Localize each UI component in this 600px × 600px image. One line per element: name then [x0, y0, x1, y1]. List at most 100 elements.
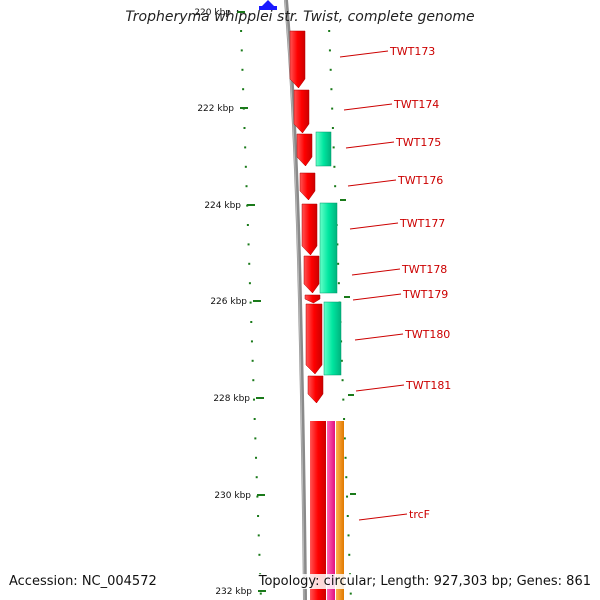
minor-tick	[250, 340, 253, 343]
minor-tick	[346, 515, 349, 517]
minor-tick	[245, 185, 248, 188]
minor-tick	[240, 30, 243, 32]
minor-tick	[244, 165, 247, 168]
forward-gene-arrow	[296, 133, 313, 167]
rna-feature-orange	[336, 421, 344, 600]
minor-tick	[347, 534, 350, 537]
reverse-gene-block	[323, 301, 342, 376]
tick-label: 230 kbp	[214, 491, 251, 501]
gene-leader-line	[343, 103, 393, 111]
minor-tick	[348, 553, 351, 556]
minor-tick	[344, 456, 347, 459]
outer-major-tick	[348, 394, 354, 396]
reverse-gene-block	[315, 131, 332, 167]
minor-tick	[250, 321, 253, 323]
minor-tick	[345, 476, 348, 479]
forward-gene-arrow	[304, 294, 321, 304]
gene-label: TWT175	[395, 136, 441, 149]
minor-tick	[343, 418, 346, 420]
gene-leader-line	[354, 333, 404, 341]
minor-tick	[246, 224, 249, 226]
gene-label: trcF	[409, 508, 430, 521]
minor-tick	[328, 49, 331, 52]
minor-tick	[337, 262, 340, 265]
gene-leader-line	[352, 293, 402, 301]
major-tick	[253, 300, 261, 302]
gene-leader-line	[347, 179, 397, 187]
minor-tick	[346, 495, 349, 498]
minor-tick	[246, 204, 249, 207]
minor-tick	[252, 379, 255, 382]
minor-tick	[255, 476, 258, 479]
tick-label: 232 kbp	[215, 587, 252, 597]
minor-tick	[342, 398, 345, 401]
gene-label: TWT174	[393, 98, 439, 111]
minor-tick	[349, 592, 352, 595]
minor-tick	[330, 88, 333, 91]
tick-label: 222 kbp	[197, 104, 234, 114]
minor-tick	[249, 301, 252, 304]
minor-tick	[242, 88, 245, 91]
major-tick	[237, 11, 245, 13]
minor-tick	[243, 127, 246, 129]
minor-tick	[331, 127, 334, 129]
minor-tick	[252, 398, 255, 401]
minor-tick	[341, 379, 344, 382]
genome-summary-text: Topology: circular; Length: 927,303 bp; …	[258, 574, 591, 589]
minor-tick	[257, 515, 260, 517]
minor-tick	[242, 107, 245, 110]
tick-label: 220 kbp	[194, 8, 231, 18]
accession-text: Accession: NC_004572	[9, 574, 157, 589]
minor-tick	[248, 282, 251, 285]
forward-gene-arrow	[303, 255, 320, 294]
forward-gene-arrow	[305, 303, 323, 375]
minor-tick	[337, 282, 340, 285]
minor-tick	[241, 68, 244, 71]
forward-gene-arrow	[307, 375, 324, 404]
forward-gene-block-trcF	[310, 421, 326, 600]
gene-label: TWT180	[404, 328, 450, 341]
forward-gene-arrow	[299, 172, 316, 201]
minor-tick	[248, 262, 251, 265]
minor-tick	[256, 495, 259, 498]
major-tick	[256, 397, 264, 399]
minor-tick	[254, 437, 257, 440]
gene-label: TWT177	[399, 217, 445, 230]
minor-tick	[331, 107, 334, 110]
gene-label: TWT181	[405, 379, 451, 392]
outer-major-tick	[350, 493, 356, 495]
gene-leader-line	[351, 268, 401, 276]
minor-tick	[244, 146, 247, 149]
gene-label: TWT179	[402, 288, 448, 301]
gene-label: TWT173	[389, 45, 435, 58]
reverse-gene-block	[319, 202, 338, 294]
top-marker-base	[259, 6, 277, 10]
gene-leader-line	[349, 222, 399, 230]
minor-tick	[255, 456, 258, 459]
gene-leader-line	[355, 384, 405, 392]
forward-gene-arrow	[301, 203, 318, 256]
major-tick	[247, 204, 255, 206]
major-tick	[258, 590, 266, 592]
rna-feature-pink	[327, 421, 335, 600]
tick-label: 224 kbp	[204, 201, 241, 211]
gene-leader-line	[345, 141, 395, 149]
outer-major-tick	[340, 199, 346, 201]
minor-tick	[328, 30, 331, 32]
minor-tick	[251, 359, 254, 362]
minor-tick	[240, 49, 243, 52]
minor-tick	[247, 243, 250, 246]
minor-tick	[329, 68, 332, 71]
minor-tick	[334, 185, 337, 188]
outer-major-tick	[344, 296, 350, 298]
minor-tick	[333, 165, 336, 168]
gene-label: TWT176	[397, 174, 443, 187]
tick-label: 226 kbp	[210, 297, 247, 307]
minor-tick	[332, 146, 335, 149]
minor-tick	[336, 243, 339, 246]
page-title: Tropheryma whipplei str. Twist, complete…	[125, 9, 475, 25]
gene-label: TWT178	[401, 263, 447, 276]
genome-backbone	[284, 0, 307, 600]
minor-tick	[340, 359, 343, 362]
forward-gene-arrow	[289, 30, 306, 89]
